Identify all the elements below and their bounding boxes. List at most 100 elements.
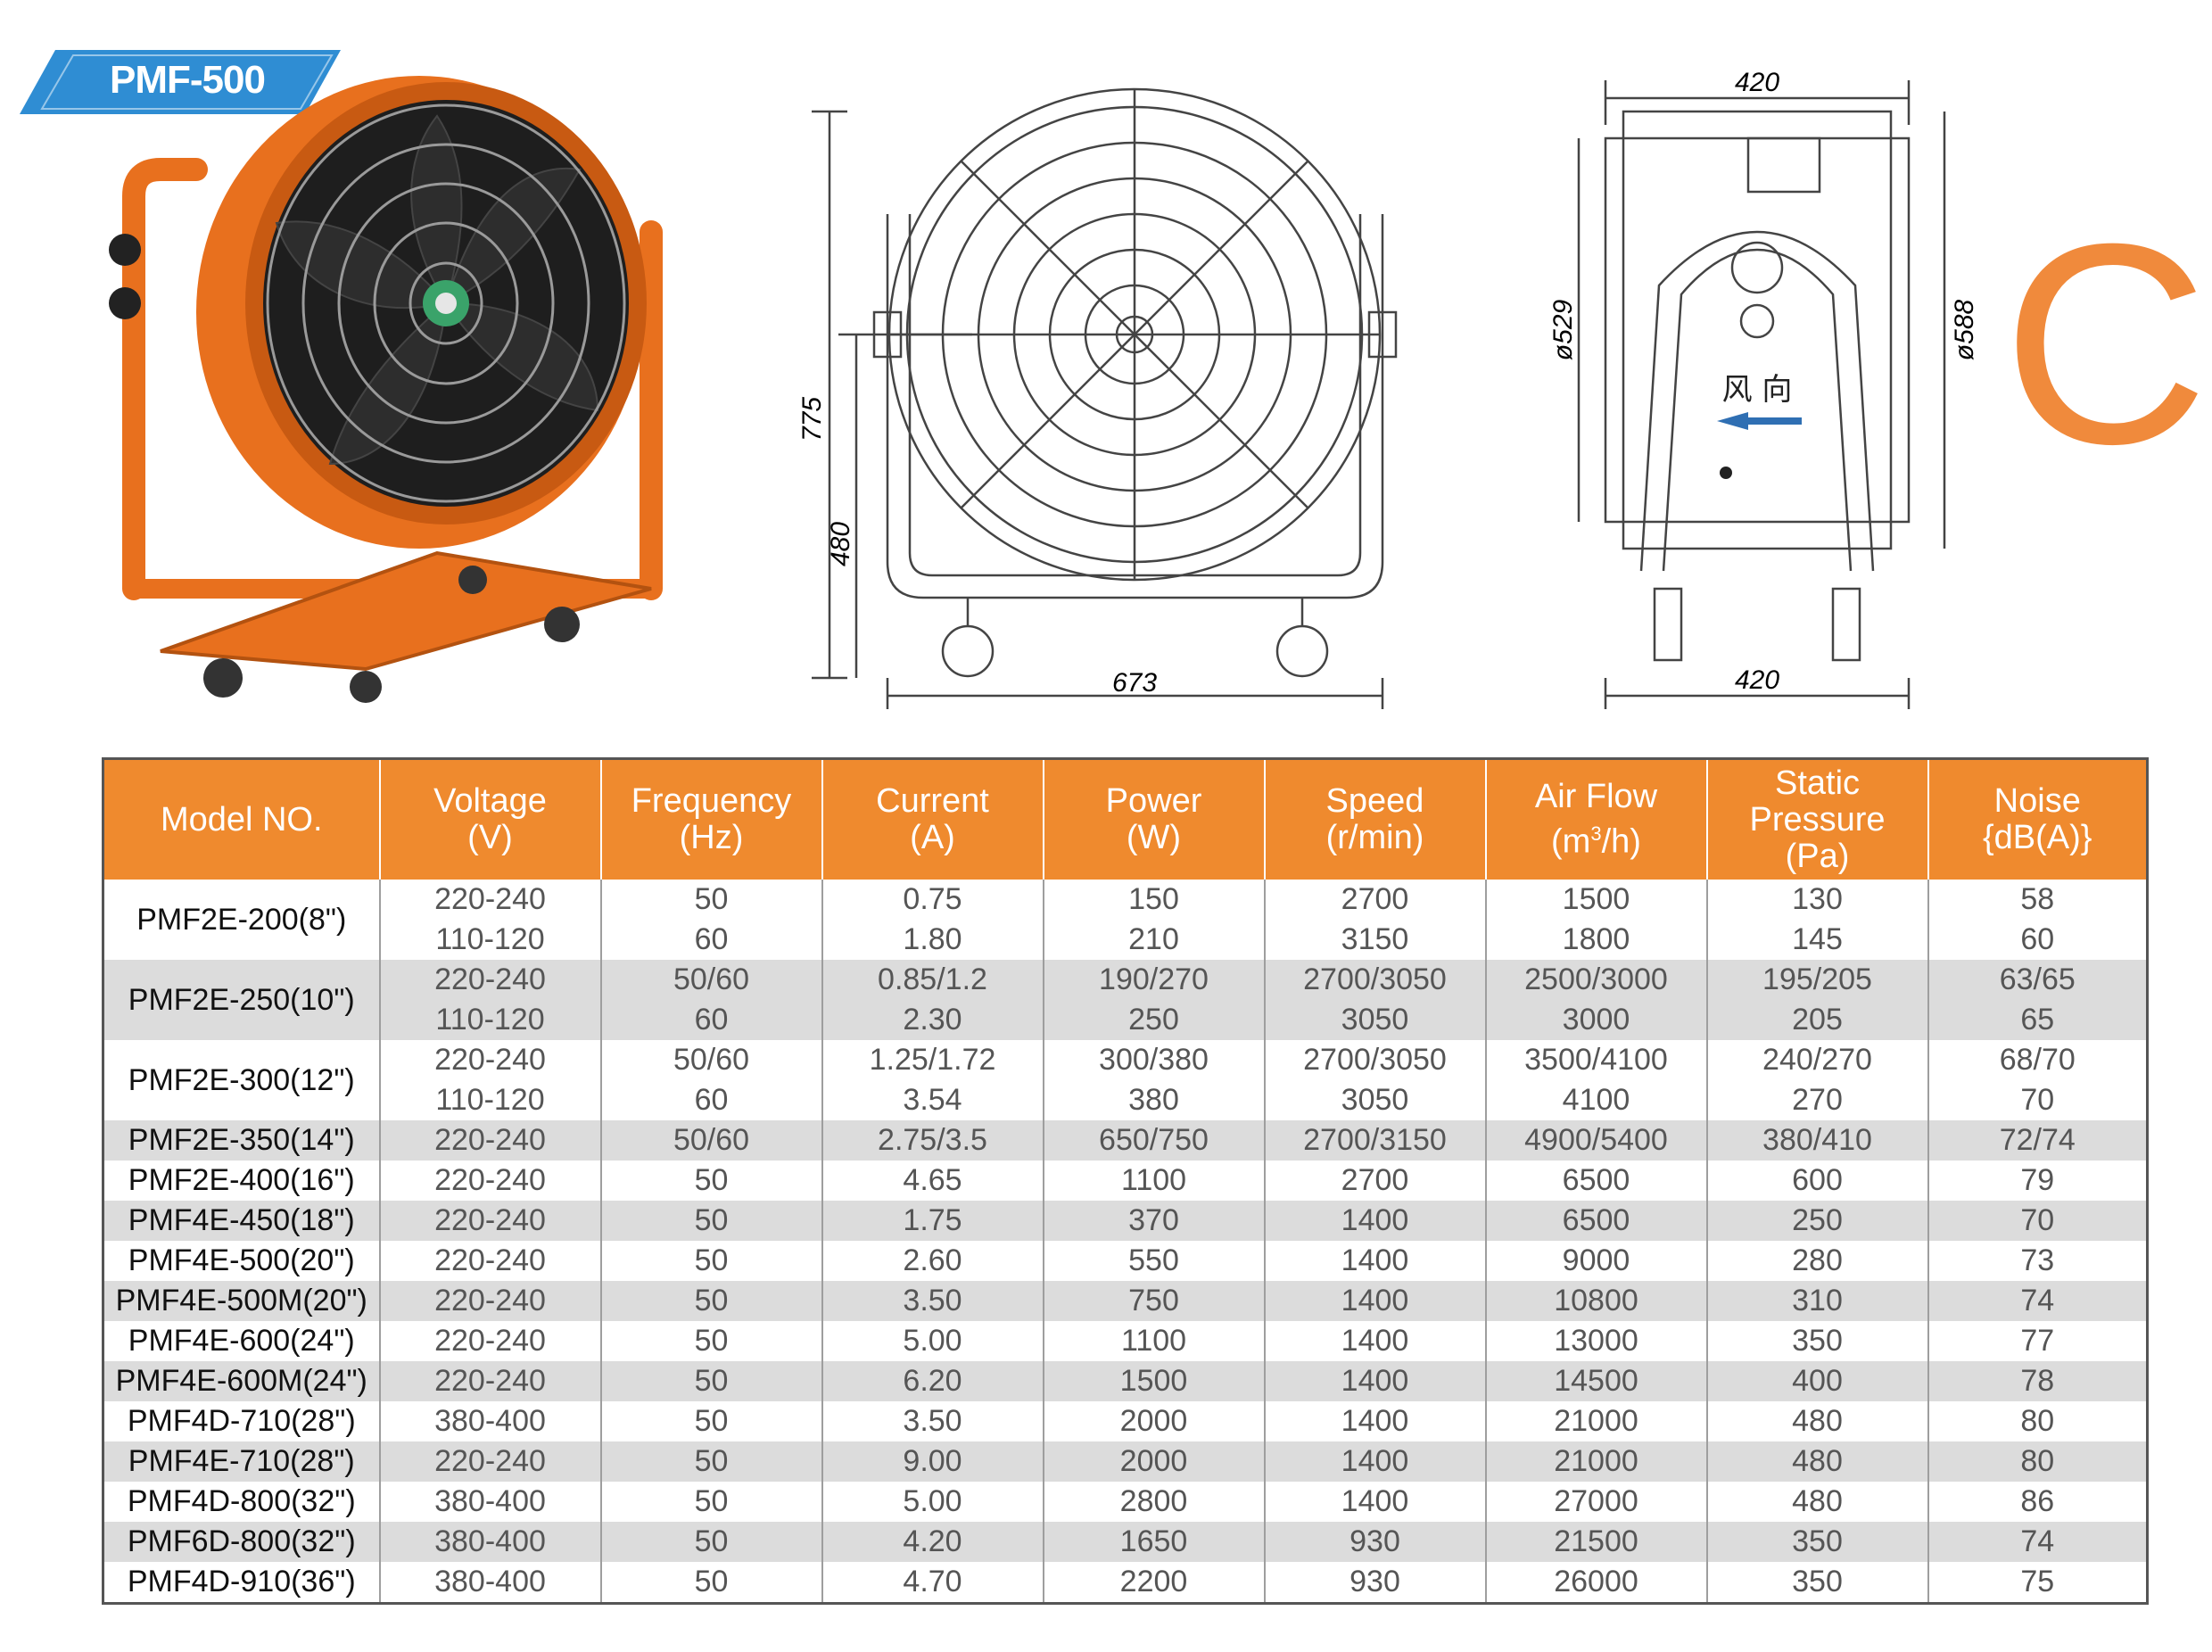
table-cell: 50/60: [599, 1040, 823, 1080]
table-cell: 60: [1927, 920, 2149, 960]
table-cell: 1500: [1484, 880, 1708, 920]
column-header: Power (W): [1042, 758, 1266, 880]
dim-top-label: 420: [1735, 68, 1779, 97]
model-cell: PMF2E-400(16"): [102, 1161, 381, 1201]
table-cell: 3050: [1263, 1000, 1487, 1040]
table-row: PMF2E-400(16") 220-240 50 4.65 1100 2700 6500 6…: [102, 1161, 2149, 1201]
table-cell: 220-240: [378, 1441, 602, 1482]
table-cell: 5.00: [821, 1321, 1044, 1361]
column-header-line: Static: [1774, 764, 1861, 802]
table-cell: 2700/3050: [1263, 960, 1487, 1000]
table-cell: 480: [1705, 1482, 1929, 1522]
dim-inner-diameter-label: ø529: [1548, 300, 1578, 361]
table-cell: 220-240: [378, 1321, 602, 1361]
column-header-line: (W): [1126, 819, 1182, 856]
table-cell: 50: [599, 1241, 823, 1281]
table-cell: 2800: [1042, 1482, 1266, 1522]
table-row: PMF2E-250(10") 220-240 50/60 0.85/1.2 190/27…: [102, 960, 2149, 1040]
column-header: Frequency (Hz): [599, 758, 823, 880]
column-header-line: Power: [1105, 782, 1202, 820]
table-cell: 58: [1927, 880, 2149, 920]
table-row: PMF4E-600(24") 220-240 50 5.00 1100 1400 13000…: [102, 1321, 2149, 1361]
table-cell: 930: [1263, 1562, 1487, 1605]
model-cell: PMF4D-910(36"): [102, 1562, 381, 1605]
table-cell: 50: [599, 1161, 823, 1201]
table-cell: 110-120: [378, 920, 602, 960]
table-cell: 9.00: [821, 1441, 1044, 1482]
model-cell: PMF2E-300(12"): [102, 1040, 381, 1120]
table-cell: 2000: [1042, 1441, 1266, 1482]
table-cell: 75: [1927, 1562, 2149, 1605]
table-cell: 2700/3150: [1263, 1120, 1487, 1161]
table-cell: 1400: [1263, 1401, 1487, 1441]
table-cell: 380-400: [378, 1522, 602, 1562]
table-cell: 220-240: [378, 1241, 602, 1281]
table-cell: 480: [1705, 1441, 1929, 1482]
column-header-line: Model NO.: [160, 800, 323, 838]
table-cell: 68/70: [1927, 1040, 2149, 1080]
table-row: PMF4E-500M(20") 220-240 50 3.50 750 1400 10800…: [102, 1281, 2149, 1321]
table-cell: 50/60: [599, 1120, 823, 1161]
table-cell: 1500: [1042, 1361, 1266, 1401]
table-cell: 6.20: [821, 1361, 1044, 1401]
table-cell: 4.70: [821, 1562, 1044, 1605]
table-cell: 300/380: [1042, 1040, 1266, 1080]
table-cell: 3.54: [821, 1080, 1044, 1120]
table-cell: 270: [1705, 1080, 1929, 1120]
model-cell: PMF6D-800(32"): [102, 1522, 381, 1562]
table-cell: 190/270: [1042, 960, 1266, 1000]
table-cell: 4100: [1484, 1080, 1708, 1120]
table-cell: 2700: [1263, 880, 1487, 920]
model-cell: PMF4E-450(18"): [102, 1201, 381, 1241]
table-cell: 1.75: [821, 1201, 1044, 1241]
table-cell: 70: [1927, 1080, 2149, 1120]
front-view-drawing: 775 480 673: [797, 87, 1398, 709]
table-cell: 205: [1705, 1000, 1929, 1040]
table-cell: 110-120: [378, 1000, 602, 1040]
table-cell: 6500: [1484, 1161, 1708, 1201]
table-row: PMF4E-500(20") 220-240 50 2.60 550 1400 9000 28…: [102, 1241, 2149, 1281]
column-header: Current (A): [821, 758, 1044, 880]
table-cell: 1100: [1042, 1161, 1266, 1201]
table-cell: 21000: [1484, 1441, 1708, 1482]
model-cell: PMF4E-600(24"): [102, 1321, 381, 1361]
table-row: 110-120 60 2.30 250 3050 3000 205 65: [103, 1000, 2149, 1040]
table-cell: 2500/3000: [1484, 960, 1708, 1000]
table-cell: 2200: [1042, 1562, 1266, 1605]
table-cell: 50: [599, 1281, 823, 1321]
column-header-line: Voltage: [433, 782, 547, 820]
table-row: PMF4E-710(28") 220-240 50 9.00 2000 1400 21000…: [102, 1441, 2149, 1482]
category-letter: C: [2002, 184, 2209, 503]
model-badge: [20, 50, 341, 114]
column-header-line: Noise: [1993, 782, 2081, 820]
column-header-line: (Hz): [679, 819, 744, 856]
table-cell: 220-240: [378, 1040, 602, 1080]
table-row: PMF2E-300(12") 220-240 50/60 1.25/1.72 300/3…: [102, 1040, 2149, 1120]
table-cell: 1400: [1263, 1361, 1487, 1401]
table-cell: 10800: [1484, 1281, 1708, 1321]
table-cell: 4900/5400: [1484, 1120, 1708, 1161]
table-cell: 65: [1927, 1000, 2149, 1040]
table-cell: 9000: [1484, 1241, 1708, 1281]
table-cell: 210: [1042, 920, 1266, 960]
table-cell: 3150: [1263, 920, 1487, 960]
table-cell: 2.30: [821, 1000, 1044, 1040]
table-cell: 74: [1927, 1522, 2149, 1562]
table-cell: 3050: [1263, 1080, 1487, 1120]
column-header-line: Pressure: [1749, 800, 1886, 838]
table-cell: 310: [1705, 1281, 1929, 1321]
model-cell: PMF4E-500M(20"): [102, 1281, 381, 1321]
table-cell: 72/74: [1927, 1120, 2149, 1161]
specification-table: Model NO. Voltage (V) Frequency (Hz) Current(…: [102, 757, 2149, 1605]
unit-exponent: 3: [1590, 822, 1602, 846]
column-header-line: (r/min): [1325, 819, 1424, 856]
table-cell: 930: [1263, 1522, 1487, 1562]
table-cell: 13000: [1484, 1321, 1708, 1361]
column-header-line: (V): [467, 819, 513, 856]
table-header-row: Model NO. Voltage (V) Frequency (Hz) Current(…: [102, 758, 2149, 880]
table-cell: 1400: [1263, 1441, 1487, 1482]
column-header-line: (A): [910, 819, 955, 856]
table-cell: 220-240: [378, 1201, 602, 1241]
column-header-line: Current: [876, 782, 989, 820]
fan-product-photo: [109, 76, 663, 703]
